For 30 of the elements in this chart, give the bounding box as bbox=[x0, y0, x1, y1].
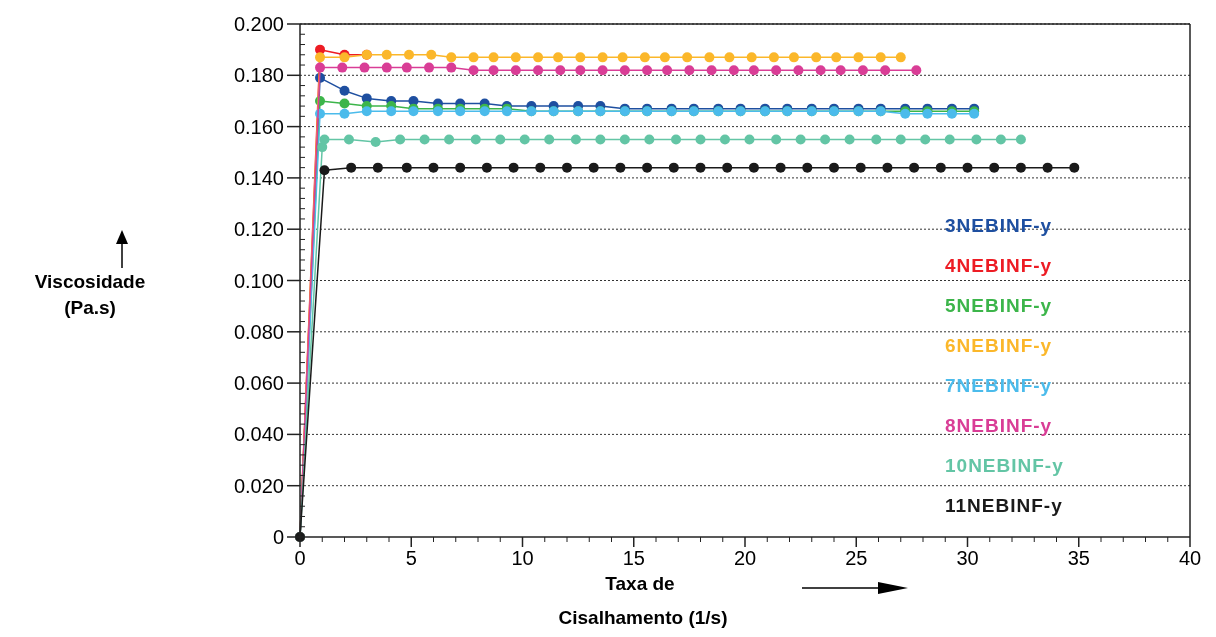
y-tick-label: 0.040 bbox=[233, 423, 284, 446]
text: 4NEBINF-y bbox=[945, 255, 1053, 276]
text: 3NEBINF-y bbox=[945, 215, 1053, 236]
y-tick-label: 0.200 bbox=[233, 13, 284, 35]
y-tick-label: 0.060 bbox=[233, 372, 284, 395]
x-axis-title: Taxa de Cisalhamento (1/s) bbox=[558, 573, 728, 628]
x-tick-label: 10 bbox=[511, 547, 534, 569]
y-axis-title: Viscosidade (Pa.s) bbox=[34, 271, 146, 318]
y-tick-label: 0.160 bbox=[233, 115, 284, 138]
y-tick-label: 0.140 bbox=[233, 166, 284, 189]
text: 10NEBINF-y bbox=[945, 455, 1064, 476]
x-tick-label: 40 bbox=[1178, 547, 1202, 569]
text: 7NEBINF-y bbox=[945, 375, 1053, 396]
text: 11NEBINF-y bbox=[945, 495, 1063, 516]
y-tick-label: 0.120 bbox=[233, 218, 284, 241]
x-tick-label: 5 bbox=[405, 547, 417, 569]
y-tick-label: 0.080 bbox=[233, 320, 284, 343]
x-tick-label: 35 bbox=[1067, 547, 1090, 569]
x-tick-label: 20 bbox=[733, 547, 757, 569]
y-tick-label: 0.180 bbox=[233, 64, 284, 87]
y-tick-label: 0.020 bbox=[233, 474, 284, 497]
text: 6NEBINF-y bbox=[945, 335, 1053, 356]
y-tick-label: 0 bbox=[272, 526, 284, 548]
text: 8NEBINF-y bbox=[945, 415, 1053, 436]
text: 5NEBINF-y bbox=[945, 295, 1053, 316]
y-tick-label: 0.100 bbox=[233, 269, 284, 292]
x-tick-label: 30 bbox=[956, 547, 979, 569]
x-tick-label: 25 bbox=[845, 547, 868, 569]
x-tick-label: 0 bbox=[294, 547, 306, 569]
x-tick-label: 15 bbox=[622, 547, 645, 569]
